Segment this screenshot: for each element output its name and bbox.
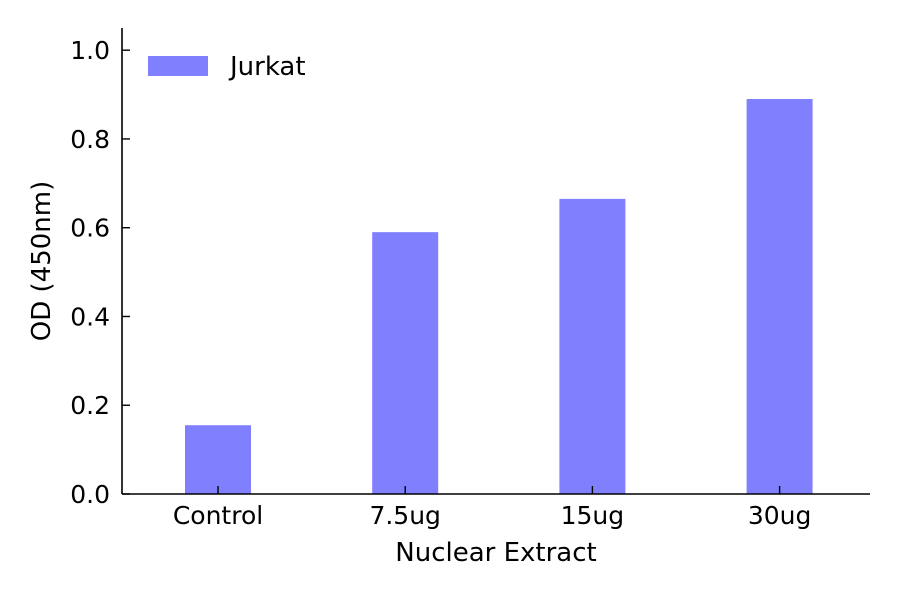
y-tick-label: 0.6 [70,214,110,243]
bar-15ug [559,198,626,494]
x-tick-label: 15ug [561,501,625,530]
y-tick-label: 0.0 [70,480,110,509]
y-tick-label: 0.4 [70,302,110,331]
plot-area: 0.0 0.2 0.4 0.6 0.8 1.0 Control 7.5ug 15ug 30ug [70,28,870,530]
y-tick-label: 1.0 [70,36,110,65]
x-tick-label: 30ug [748,501,812,530]
y-axis-ticks: 0.0 0.2 0.4 0.6 0.8 1.0 [70,36,130,509]
y-axis-label: OD (450nm) [27,181,57,341]
y-tick-label: 0.2 [70,391,110,420]
x-axis-label: Nuclear Extract [395,538,596,568]
bar-control [185,425,251,494]
bars [185,99,813,494]
x-axis-ticks: Control 7.5ug 15ug 30ug [173,486,812,530]
legend: Jurkat [148,52,306,82]
bar-7-5ug [372,232,439,494]
legend-swatch [148,56,208,76]
legend-label-jurkat: Jurkat [228,52,306,82]
bar-30ug [746,99,813,494]
y-tick-label: 0.8 [70,125,110,154]
x-tick-label: 7.5ug [369,501,440,530]
x-tick-label: Control [173,501,263,530]
